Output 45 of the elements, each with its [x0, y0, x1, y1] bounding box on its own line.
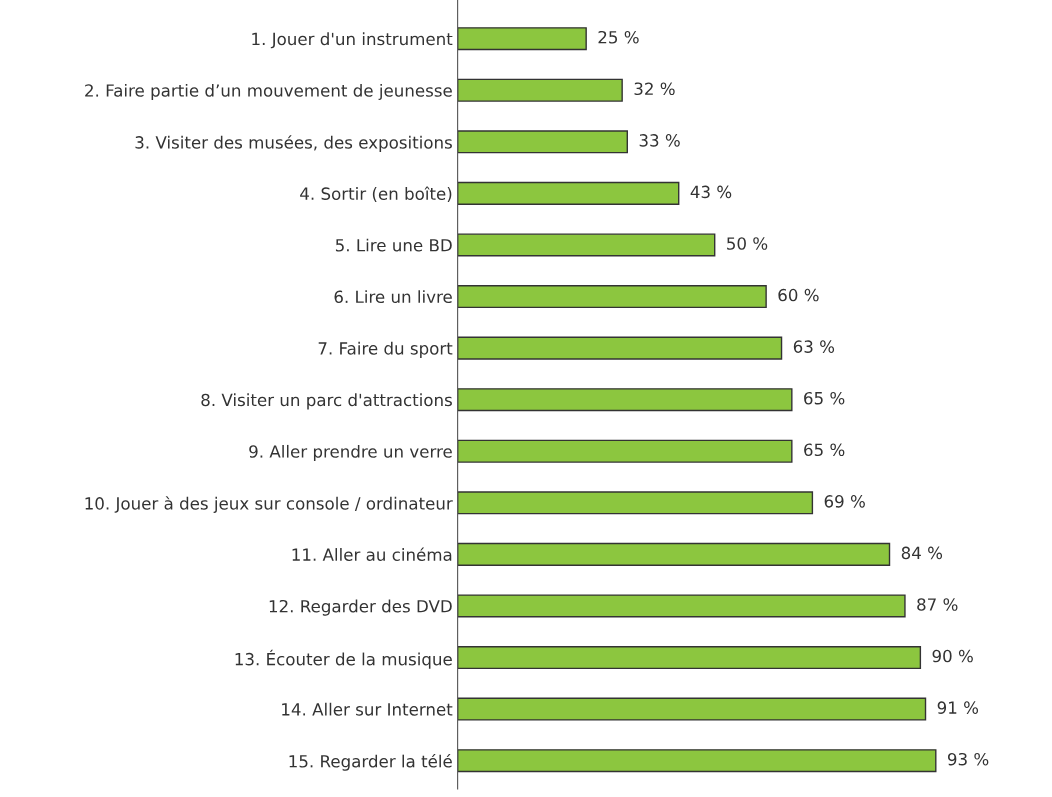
bar: [457, 542, 891, 566]
bar: [457, 388, 793, 412]
bar: [457, 285, 767, 309]
data-label: 33 %: [639, 134, 680, 147]
y-tick-label: 11. Aller au cinéma: [292, 547, 452, 561]
bar: [457, 181, 680, 205]
y-tick-label: 5. Lire une BD: [335, 238, 452, 252]
data-label: 65 %: [804, 391, 845, 405]
data-label: 43 %: [690, 185, 732, 199]
data-label: 65 %: [804, 443, 845, 457]
data-label: 25 %: [598, 30, 639, 44]
data-label: 90 %: [932, 649, 973, 663]
y-tick-label: 13. Écouter de la musique: [235, 649, 452, 669]
y-tick-label: 3. Visiter des musées, des expositions: [135, 135, 452, 152]
y-tick-label: 15. Regarder la télé: [289, 754, 452, 771]
y-tick-label: 4. Sortir (en boîte): [300, 186, 452, 202]
data-label: 93 %: [947, 752, 989, 766]
bar: [457, 749, 937, 773]
bar: [457, 336, 783, 360]
bar: [457, 646, 922, 670]
y-tick-label: 10. Jouer à des jeux sur console / ordinateur: [85, 496, 453, 513]
bar: [457, 130, 628, 154]
bar: [457, 594, 906, 618]
bar: [457, 439, 793, 463]
y-tick-label: 8. Visiter un parc d'attractions: [201, 393, 452, 410]
y-tick-label: 6. Lire un livre: [334, 290, 452, 304]
data-label: 32 %: [634, 82, 675, 96]
data-label: 60 %: [778, 288, 819, 302]
bar: [457, 233, 716, 257]
y-tick-label: 9. Aller prendre un verre: [249, 444, 452, 462]
bar: [457, 78, 623, 102]
y-tick-label: 1. Jouer d'un instrument: [252, 32, 453, 49]
bar: [457, 27, 587, 51]
y-tick-label: 12. Regarder des DVD: [269, 599, 452, 616]
bar: [457, 491, 814, 515]
y-tick-label: 14. Aller sur Internet: [282, 702, 453, 716]
bar: [457, 697, 927, 721]
y-tick-label: 7. Faire du sport: [318, 341, 453, 358]
data-label: 50 %: [727, 237, 768, 250]
data-label: 91 %: [937, 701, 979, 714]
data-label: 84 %: [901, 546, 943, 560]
y-tick-label: 2. Faire partie d’un mouvement de jeunesse: [85, 83, 452, 101]
data-label: 87 %: [917, 598, 958, 611]
data-label: 63 %: [793, 340, 835, 353]
data-label: 69 %: [824, 495, 865, 508]
